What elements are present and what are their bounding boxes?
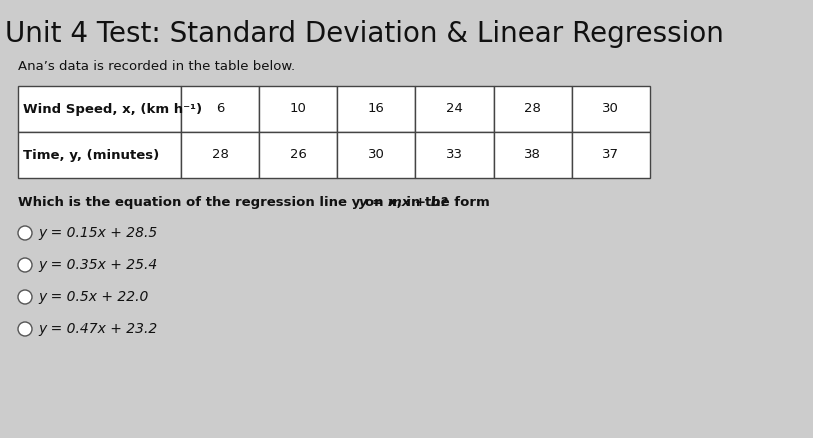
- Bar: [572, 132, 650, 178]
- Circle shape: [18, 258, 32, 272]
- Text: y = mx + b?: y = mx + b?: [359, 196, 448, 209]
- Text: Time, y, (minutes): Time, y, (minutes): [23, 148, 159, 162]
- Bar: [415, 86, 493, 132]
- Text: y = 0.5x + 22.0: y = 0.5x + 22.0: [38, 290, 149, 304]
- Text: y = 0.15x + 28.5: y = 0.15x + 28.5: [38, 226, 157, 240]
- Text: 24: 24: [446, 102, 463, 116]
- Circle shape: [18, 290, 32, 304]
- Text: y = 0.35x + 25.4: y = 0.35x + 25.4: [38, 258, 157, 272]
- Text: 37: 37: [602, 148, 620, 162]
- Text: 38: 38: [524, 148, 541, 162]
- Text: Which is the equation of the regression line y on x, in the form: Which is the equation of the regression …: [18, 196, 494, 209]
- Bar: [415, 132, 493, 178]
- Text: y = 0.47x + 23.2: y = 0.47x + 23.2: [38, 322, 157, 336]
- Bar: [18, 86, 181, 132]
- Text: Unit 4 Test: Standard Deviation & Linear Regression: Unit 4 Test: Standard Deviation & Linear…: [5, 20, 724, 48]
- Circle shape: [18, 226, 32, 240]
- Text: Ana’s data is recorded in the table below.: Ana’s data is recorded in the table belo…: [18, 60, 295, 73]
- Text: 6: 6: [216, 102, 224, 116]
- Bar: [181, 132, 259, 178]
- Bar: [572, 86, 650, 132]
- Text: 28: 28: [524, 102, 541, 116]
- Bar: [18, 132, 181, 178]
- Bar: [337, 86, 415, 132]
- Bar: [337, 132, 415, 178]
- Bar: [181, 86, 259, 132]
- Bar: [493, 86, 572, 132]
- Text: Wind Speed, x, (km h⁻¹): Wind Speed, x, (km h⁻¹): [23, 102, 202, 116]
- Text: 16: 16: [368, 102, 385, 116]
- Bar: [259, 86, 337, 132]
- Circle shape: [18, 322, 32, 336]
- Text: 30: 30: [602, 102, 619, 116]
- Text: 33: 33: [446, 148, 463, 162]
- Text: 26: 26: [290, 148, 307, 162]
- Text: 28: 28: [212, 148, 228, 162]
- Bar: [493, 132, 572, 178]
- Bar: [259, 132, 337, 178]
- Text: 10: 10: [290, 102, 307, 116]
- Text: 30: 30: [368, 148, 385, 162]
